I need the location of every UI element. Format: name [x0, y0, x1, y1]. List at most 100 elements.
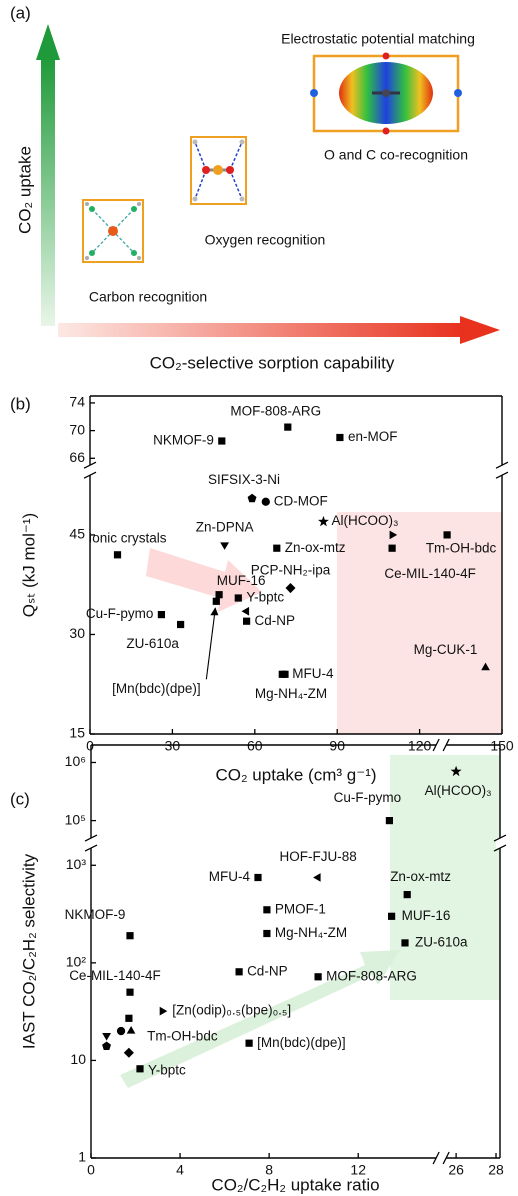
- atoms: [193, 140, 245, 202]
- point: [248, 494, 257, 502]
- point: [218, 437, 225, 444]
- x-tick-label: 4: [176, 1162, 184, 1178]
- point: [124, 1048, 134, 1058]
- point-label: Zn-ox-mtz: [285, 540, 346, 555]
- point: [160, 1007, 168, 1016]
- point: [102, 1033, 111, 1041]
- point-label: CD-MOF: [274, 493, 328, 508]
- panel-label: (b): [10, 394, 31, 413]
- point: [336, 434, 343, 441]
- point: [401, 939, 408, 946]
- point-label: Mg-NH₄-ZM: [275, 925, 347, 940]
- point: [254, 874, 261, 881]
- point-label: [Zn(odip)₀.₅(bpe)₀.₅]: [172, 1003, 291, 1018]
- point: [125, 1015, 132, 1022]
- pointer: [210, 607, 218, 615]
- point-label: [Mn(bdc)(dpe)]: [112, 681, 201, 696]
- x-tick-label: 90: [329, 738, 345, 754]
- point-label: Cd-NP: [247, 963, 288, 978]
- y-tick-label: 10⁶: [65, 753, 86, 769]
- point: [235, 594, 242, 601]
- x-axis-title: CO₂ uptake (cm³ g⁻¹): [215, 765, 376, 784]
- point: [284, 424, 291, 431]
- point-label: Al(HCOO)₃: [331, 513, 398, 528]
- x-axis-title: CO₂/C₂H₂ uptake ratio: [211, 1175, 379, 1194]
- point: [126, 989, 133, 996]
- selectivity-arrowhead: [460, 316, 500, 344]
- point-label: Ce-MIL-140-4F: [384, 566, 476, 581]
- point: [404, 891, 411, 898]
- point: [177, 621, 184, 628]
- point-label: Tm-OH-bdc: [426, 540, 497, 555]
- point: [127, 1026, 136, 1034]
- point: [313, 873, 321, 882]
- point: [263, 906, 270, 913]
- point: [246, 1040, 253, 1047]
- point-label: en-MOF: [348, 429, 398, 444]
- point: [388, 913, 395, 920]
- point-label: MFU-4: [209, 869, 251, 884]
- x-tick-label: 0: [87, 1162, 95, 1178]
- x-tick-label: 28: [488, 1162, 504, 1178]
- point-label: ZU-610a: [415, 934, 468, 949]
- y-tick-label: 70: [69, 421, 85, 437]
- pointer: [206, 608, 215, 679]
- diagram-caption: Carbon recognition: [89, 289, 207, 305]
- panel-a: (a) CO₂ uptake CO₂-selective sorption ca…: [10, 3, 500, 372]
- point-label: Ionic crystals: [88, 530, 166, 545]
- y-tick-label: 15: [69, 725, 85, 741]
- point-label: Al(HCOO)₃: [425, 783, 492, 798]
- panel-label: (c): [10, 789, 30, 808]
- point-label: HOF-FJU-88: [279, 849, 356, 864]
- y-tick-label: 10: [70, 1051, 86, 1067]
- point-label: NKMOF-9: [65, 907, 126, 922]
- point-label: MUF-16: [217, 573, 266, 588]
- y-tick-label: 1: [78, 1149, 86, 1165]
- point-label: Y-bptc: [246, 590, 284, 605]
- point-label: Y-bptc: [148, 1062, 186, 1077]
- point-label: Tm-OH-bdc: [147, 1029, 218, 1044]
- x-tick-label: 0: [86, 738, 94, 754]
- point: [136, 1065, 143, 1072]
- point: [242, 607, 250, 616]
- point: [318, 516, 329, 526]
- point: [117, 1027, 125, 1035]
- diagram-caption: Oxygen recognition: [205, 232, 326, 248]
- x-tick-label: 26: [448, 1162, 464, 1178]
- point: [389, 545, 396, 552]
- point-label: NKMOF-9: [153, 433, 214, 448]
- point: [444, 531, 451, 538]
- atoms: [85, 202, 141, 260]
- diagram-caption: O and C co-recognition: [324, 147, 468, 163]
- x-tick-label: 30: [165, 738, 181, 754]
- selectivity-arrow: [58, 323, 462, 337]
- x-tick-label: 120: [408, 738, 432, 754]
- point-label: MFU-4: [292, 666, 334, 681]
- point: [286, 583, 296, 593]
- selectivity-axis-label: CO₂-selective sorption capability: [150, 353, 395, 372]
- diagram-caption: Electrostatic potential matching: [281, 31, 475, 47]
- point: [213, 598, 220, 605]
- point: [315, 973, 322, 980]
- point: [220, 542, 229, 550]
- point-label: Ce-MIL-140-4F: [69, 968, 161, 983]
- point-label: PMOF-1: [275, 901, 326, 916]
- point: [114, 551, 121, 558]
- y-tick-label: 45: [69, 526, 85, 542]
- point-label: ZU-610a: [126, 636, 179, 651]
- page: (a) CO₂ uptake CO₂-selective sorption ca…: [0, 0, 518, 1196]
- uptake-axis-label: CO₂ uptake: [15, 146, 34, 234]
- point-label: [Mn(bdc)(dpe)]: [257, 1035, 346, 1050]
- point: [236, 968, 243, 975]
- y-tick-label: 10³: [66, 856, 87, 872]
- point: [243, 618, 250, 625]
- point-label: MOF-808-ARG: [326, 968, 417, 983]
- point-label: MUF-16: [402, 908, 451, 923]
- x-tick-label: 150: [490, 738, 514, 754]
- y-tick-label: 66: [69, 449, 85, 465]
- y-tick-label: 30: [69, 625, 85, 641]
- point-label: Zn-ox-mtz: [390, 869, 451, 884]
- point-label: MOF-808-ARG: [230, 404, 321, 419]
- point: [386, 817, 393, 824]
- y-axis-title: IAST CO₂/C₂H₂ selectivity: [19, 853, 38, 1049]
